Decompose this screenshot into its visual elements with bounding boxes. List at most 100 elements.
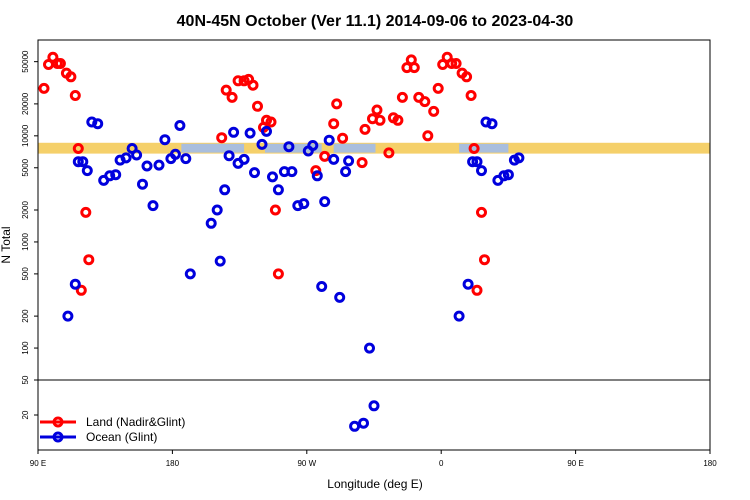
ocean-data-point: [244, 127, 256, 139]
ocean-data-point: [256, 138, 268, 150]
land-data-point: [83, 254, 95, 266]
land-data-point: [468, 143, 480, 154]
y-axis: 50000 20000 10000 5000 2000 1000 500 200 100 50 20: [21, 50, 38, 419]
land-data-point: [422, 130, 434, 142]
ocean-data-point: [286, 166, 298, 178]
ocean-data-point: [364, 342, 375, 354]
ocean-data-point: [462, 278, 474, 290]
ocean-data-point: [319, 196, 331, 208]
x-tick-label: 0: [439, 459, 444, 468]
ocean-data-point: [211, 204, 223, 216]
land-data-point: [359, 123, 371, 135]
ocean-data-point: [81, 165, 93, 177]
y-axis-label: N Total: [0, 226, 13, 263]
ocean-data-point: [104, 170, 116, 182]
coverage-band-blue-2: [333, 143, 376, 153]
land-data-point: [216, 132, 228, 144]
legend: Land (Nadir&Glint) Ocean (Glint): [40, 415, 185, 444]
ocean-data-point: [502, 169, 514, 181]
ocean-data-point: [486, 118, 498, 130]
coverage-band-blue-3: [459, 143, 509, 153]
x-axis: 90 E 180 90 W 0 90 E 180: [30, 450, 717, 468]
land-data-point: [269, 204, 281, 216]
ocean-data-point: [249, 167, 260, 179]
ocean-data-point: [298, 198, 310, 210]
ocean-data-point: [159, 134, 171, 146]
land-data-point: [220, 84, 232, 96]
ocean-data-point: [86, 116, 98, 128]
ocean-data-point: [131, 149, 143, 161]
land-data-point: [465, 90, 477, 101]
ocean-data-point: [223, 150, 235, 162]
ocean-data-point: [334, 291, 346, 303]
y-tick-label: 200: [21, 309, 30, 323]
land-data-point: [383, 147, 395, 159]
y-tick-label: 5000: [21, 158, 30, 176]
land-data-point: [38, 82, 50, 94]
land-data-point: [310, 165, 322, 177]
ocean-data-point: [169, 148, 181, 160]
land-data-point: [446, 58, 458, 69]
land-data-point: [265, 116, 277, 128]
land-data-point: [69, 90, 81, 101]
coverage-band-blue-0: [181, 143, 245, 153]
legend-ocean-marker: [52, 431, 64, 443]
ocean-data-point: [214, 255, 226, 267]
land-data-point: [371, 104, 383, 116]
ocean-data-point: [513, 152, 525, 164]
land-data-point: [232, 75, 244, 87]
ocean-data-point: [219, 184, 231, 196]
ocean-data-point: [62, 310, 74, 322]
ocean-data-point: [180, 153, 192, 165]
ocean-data-point: [205, 217, 217, 229]
ocean-data-point: [72, 156, 84, 168]
y-tick-label: 20: [21, 410, 30, 419]
land-data-point: [374, 114, 386, 126]
y-tick-label: 50000: [21, 50, 30, 73]
ocean-data-point: [261, 125, 272, 137]
y-tick-label: 10000: [21, 124, 30, 147]
ocean-data-point: [358, 417, 369, 429]
land-data-point: [419, 96, 431, 108]
x-tick-label: 180: [166, 459, 180, 468]
y-tick-label: 20000: [21, 92, 30, 115]
ocean-data-point: [467, 156, 479, 168]
land-data-point: [471, 284, 483, 296]
land-data-point: [396, 91, 408, 103]
ocean-data-point: [349, 420, 361, 432]
ocean-data-point: [343, 155, 355, 167]
legend-ocean-label: Ocean (Glint): [86, 430, 157, 444]
ocean-data-point: [141, 160, 153, 172]
land-data-point: [461, 71, 473, 83]
ocean-data-point: [476, 165, 487, 177]
land-data-point: [319, 150, 331, 162]
land-data-point: [392, 114, 404, 126]
land-data-point: [432, 82, 444, 94]
ocean-data-point: [311, 170, 323, 182]
land-data-point: [331, 98, 343, 110]
land-data-point: [54, 58, 66, 69]
land-data-point: [80, 206, 92, 218]
land-data-point: [65, 71, 77, 83]
x-tick-label: 90 W: [297, 459, 316, 468]
ocean-data-point: [153, 159, 165, 171]
ocean-data-point: [340, 166, 352, 178]
x-axis-label: Longitude (deg E): [327, 477, 422, 491]
ocean-data-point: [283, 141, 295, 153]
ocean-data-point: [77, 156, 89, 168]
ocean-data-point: [267, 171, 278, 183]
land-data-point: [479, 254, 490, 266]
land-data-point: [226, 91, 238, 103]
y-tick-label: 2000: [21, 201, 30, 219]
y-tick-label: 50: [21, 375, 30, 384]
x-tick-label: 90 E: [567, 459, 583, 468]
land-data-point: [72, 143, 84, 154]
ocean-data-point: [137, 178, 148, 190]
land-data-point: [428, 105, 440, 117]
ocean-data-point: [174, 120, 186, 131]
chart-title: 40N-45N October (Ver 11.1) 2014-09-06 to…: [177, 13, 574, 30]
ocean-data-point: [120, 152, 132, 164]
land-data-point: [450, 58, 462, 69]
y-tick-label: 100: [21, 341, 30, 355]
ocean-data-point: [471, 156, 483, 168]
